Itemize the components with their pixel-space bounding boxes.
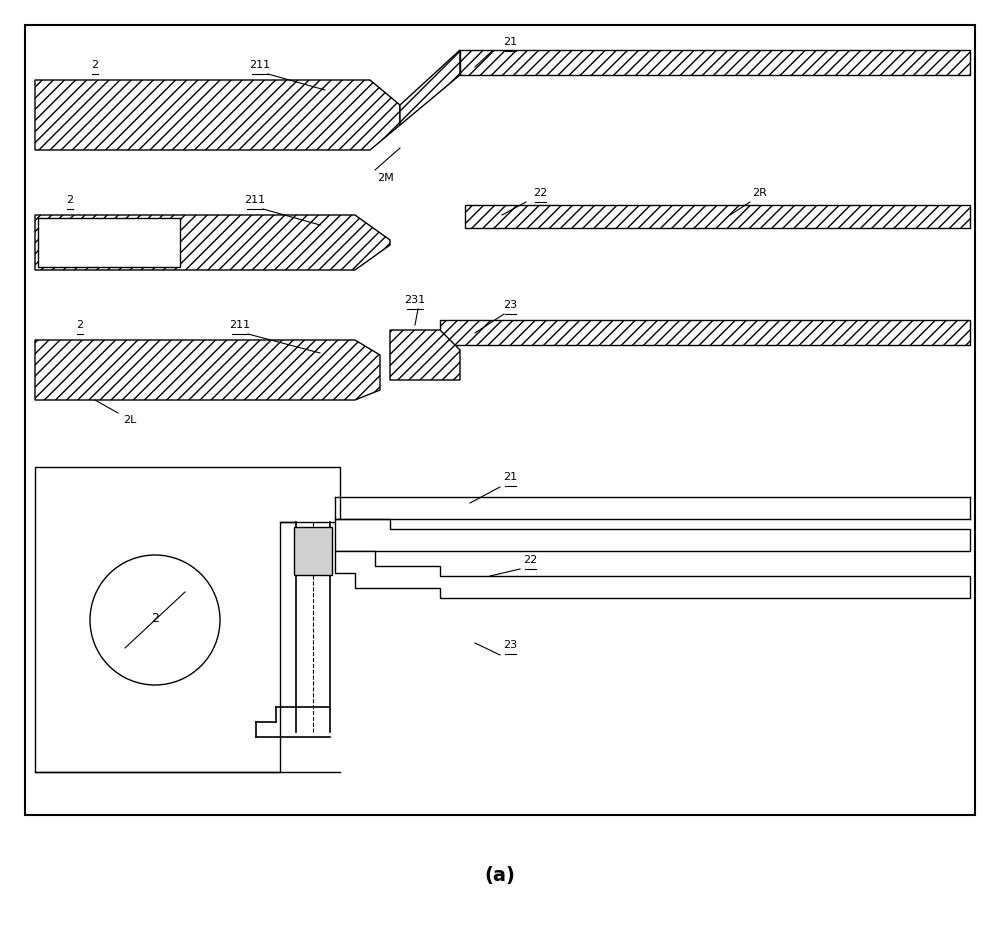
Bar [25,25,975,815]
Text: 21: 21 [503,37,517,47]
Polygon shape [35,467,340,772]
Text: 2: 2 [76,320,84,330]
Polygon shape [35,215,390,270]
Polygon shape [35,80,400,150]
Circle shape [90,555,220,685]
Text: 2: 2 [66,195,74,205]
Text: 22: 22 [533,188,547,198]
Text: 2M: 2M [377,173,393,183]
Text: 22: 22 [523,555,537,565]
Polygon shape [35,340,380,400]
Text: 21: 21 [503,472,517,482]
Polygon shape [390,340,440,360]
Text: 23: 23 [503,640,517,650]
Polygon shape [400,50,460,125]
Text: 211: 211 [249,60,271,70]
Polygon shape [335,519,970,551]
Polygon shape [390,330,460,380]
Bar [460,50,970,75]
Text: 23: 23 [503,300,517,310]
Text: 2: 2 [151,611,159,624]
Polygon shape [335,551,970,598]
Bar [465,205,970,228]
Text: 211: 211 [229,320,251,330]
Text: 2L: 2L [123,415,137,425]
Text: (a): (a) [485,866,515,884]
Text: 2R: 2R [753,188,767,198]
Text: 211: 211 [244,195,266,205]
Bar [38,218,180,267]
Text: 231: 231 [404,295,426,305]
Bar [294,527,332,575]
Bar [440,320,970,345]
Text: 2: 2 [91,60,99,70]
